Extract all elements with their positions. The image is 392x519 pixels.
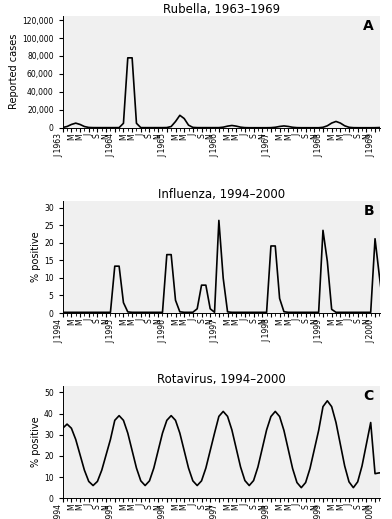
Y-axis label: Reported cases: Reported cases xyxy=(9,34,20,110)
Text: C: C xyxy=(364,389,374,403)
Y-axis label: % positive: % positive xyxy=(31,417,41,468)
Title: Rubella, 1963–1969: Rubella, 1963–1969 xyxy=(163,3,280,16)
Y-axis label: % positive: % positive xyxy=(31,231,41,282)
Text: A: A xyxy=(363,19,374,33)
Text: B: B xyxy=(363,204,374,218)
Title: Rotavirus, 1994–2000: Rotavirus, 1994–2000 xyxy=(157,373,286,386)
Title: Influenza, 1994–2000: Influenza, 1994–2000 xyxy=(158,188,285,201)
